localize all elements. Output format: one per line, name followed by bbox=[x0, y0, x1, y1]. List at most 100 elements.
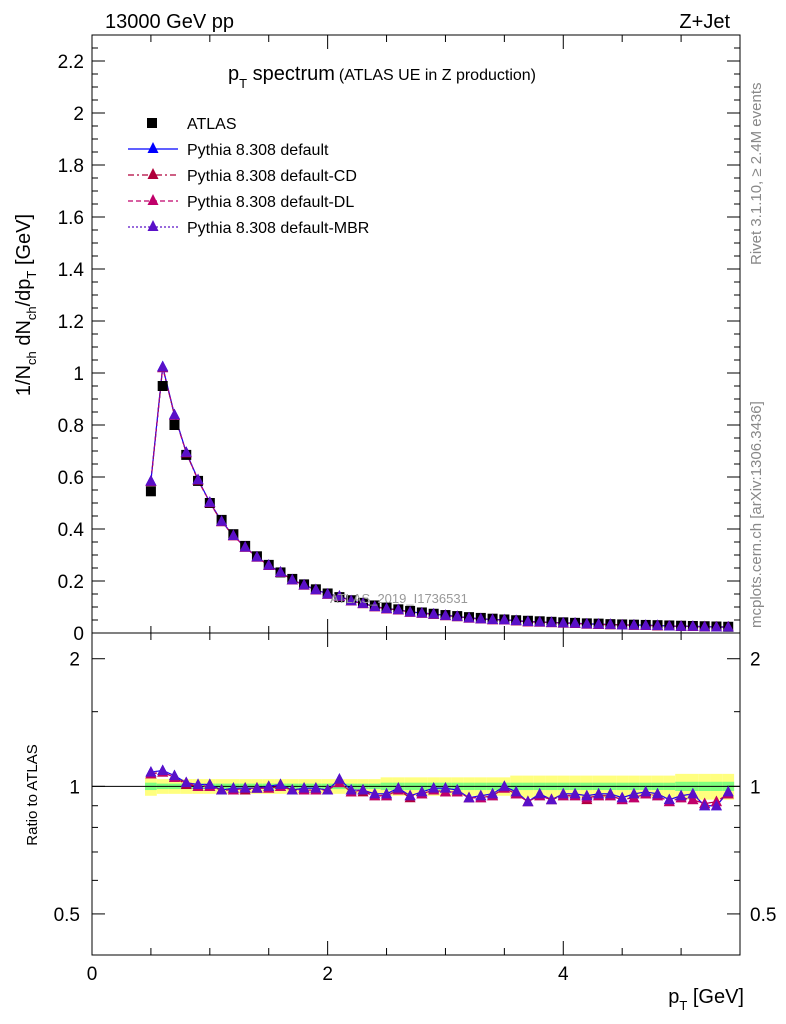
mc-point-mbr bbox=[498, 613, 510, 625]
main-ytick-label: 1.6 bbox=[58, 208, 84, 229]
ratio-ytick-label: 1 bbox=[69, 777, 80, 798]
ratio-point-mbr bbox=[687, 787, 699, 799]
mc-point-mbr bbox=[569, 617, 581, 628]
legend-label-atlas: ATLAS bbox=[187, 116, 237, 133]
main-ytick-label: 0.4 bbox=[58, 520, 85, 541]
ratio-point-mbr bbox=[251, 782, 263, 793]
ratio-point-mbr bbox=[404, 789, 416, 801]
ratio-point-mbr bbox=[640, 785, 652, 797]
mc-point-mbr bbox=[687, 620, 699, 631]
mc-point-mbr bbox=[510, 614, 522, 626]
legend: ATLAS Pythia 8.308 default Pythia 8.308 … bbox=[128, 116, 369, 237]
legend-entry-atlas: ATLAS bbox=[147, 116, 237, 133]
ratio-point-mbr bbox=[545, 793, 557, 805]
ratio-point-mbr bbox=[569, 787, 581, 799]
mc-point-mbr bbox=[487, 613, 499, 624]
mc-point-mbr bbox=[322, 588, 334, 599]
legend-entry-cd: Pythia 8.308 default-CD bbox=[128, 168, 357, 185]
mc-point-mbr bbox=[263, 559, 275, 570]
mc-point-mbr bbox=[157, 361, 169, 372]
ratio-ytick-label-right: 0.5 bbox=[750, 905, 776, 926]
legend-marker-default bbox=[147, 142, 159, 153]
ratio-point-mbr bbox=[487, 787, 499, 799]
ratio-point-mbr bbox=[357, 784, 369, 795]
ratio-point-mbr bbox=[534, 787, 546, 799]
ratio-point-mbr bbox=[333, 773, 345, 784]
xtick-label: 2 bbox=[322, 964, 333, 985]
mc-point-mbr bbox=[216, 515, 228, 526]
ratio-point-mbr bbox=[557, 787, 569, 799]
mc-point-mbr bbox=[168, 408, 180, 420]
legend-marker-dl bbox=[147, 194, 159, 205]
ratio-point-mbr bbox=[416, 785, 428, 797]
ratio-series bbox=[145, 764, 734, 811]
legend-entry-mbr: Pythia 8.308 default-MBR bbox=[128, 220, 369, 237]
mc-point-mbr bbox=[604, 618, 616, 629]
ratio-point-mbr bbox=[157, 764, 169, 775]
mc-point-mbr bbox=[710, 621, 722, 632]
mc-point-mbr bbox=[381, 602, 393, 614]
ratio-point-mbr bbox=[168, 769, 180, 781]
legend-label-cd: Pythia 8.308 default-CD bbox=[187, 168, 357, 185]
mc-point-mbr bbox=[722, 621, 734, 632]
rivet-label: Rivet 3.1.10, ≥ 2.4M events bbox=[748, 83, 765, 266]
legend-label-default: Pythia 8.308 default bbox=[187, 142, 329, 159]
mc-point-mbr bbox=[357, 597, 369, 608]
mc-point-mbr bbox=[369, 600, 381, 611]
ratio-point-mbr bbox=[275, 778, 287, 789]
atlas-point bbox=[169, 420, 180, 430]
ratio-point-dl bbox=[687, 793, 699, 805]
ratio-frame bbox=[91, 632, 741, 956]
ratio-point-mbr bbox=[216, 784, 228, 795]
mc-point-mbr bbox=[545, 616, 557, 627]
ratio-ytick-label-right: 1 bbox=[750, 777, 761, 798]
main-ytick-label: 1.8 bbox=[58, 156, 84, 177]
mc-point-mbr bbox=[392, 603, 404, 615]
ratio-point-mbr bbox=[369, 787, 381, 799]
legend-label-dl: Pythia 8.308 default-DL bbox=[187, 194, 354, 211]
mc-point-mbr bbox=[404, 605, 416, 617]
energy-label: 13000 GeV pp bbox=[105, 11, 234, 33]
main-series bbox=[145, 360, 734, 632]
main-ytick-label: 0.6 bbox=[58, 468, 84, 489]
ratio-point-mbr bbox=[510, 785, 522, 797]
mc-point-mbr bbox=[180, 446, 192, 457]
mc-point-mbr bbox=[451, 610, 463, 621]
ratio-point-mbr bbox=[722, 785, 734, 797]
main-ticks: 0 0.2 0.4 0.6 0.8 1 1.2 1.4 1.6 1.8 2 2.2 bbox=[58, 34, 741, 645]
main-ytick-label: 1.4 bbox=[58, 260, 85, 281]
mc-point-mbr bbox=[192, 473, 204, 485]
main-ytick-label: 0 bbox=[73, 624, 84, 645]
xtick-label: 4 bbox=[558, 964, 569, 985]
atlas-point bbox=[157, 381, 168, 391]
mcplots-label: mcplots.cern.ch [arXiv:1306.3436] bbox=[748, 401, 765, 628]
mc-point-mbr bbox=[204, 496, 216, 507]
main-ytick-label: 1 bbox=[73, 364, 84, 385]
mc-point-mbr bbox=[616, 618, 628, 630]
ratio-point-mbr bbox=[322, 784, 334, 795]
ratio-point-mbr bbox=[593, 787, 605, 799]
ratio-panel: 0.5 0.5 1 1 2 2 0 2 4 bbox=[54, 632, 776, 985]
mc-point-mbr bbox=[298, 578, 310, 590]
mc-point-mbr bbox=[286, 573, 298, 585]
mc-point-mbr bbox=[522, 615, 534, 627]
ratio-point-mbr bbox=[263, 780, 275, 791]
plot-title: pT spectrum (ATLAS UE in Z production) bbox=[228, 63, 536, 91]
mc-point-mbr bbox=[640, 619, 652, 630]
ratio-point-mbr bbox=[522, 795, 534, 807]
mc-point-mbr bbox=[475, 612, 487, 624]
ratio-point-mbr bbox=[451, 784, 463, 795]
legend-entry-dl: Pythia 8.308 default-DL bbox=[128, 194, 354, 211]
mc-line-cd bbox=[150, 367, 729, 628]
ratio-point-mbr bbox=[310, 782, 322, 793]
plot-title-paren: (ATLAS UE in Z production) bbox=[339, 67, 536, 84]
process-label: Z+Jet bbox=[679, 11, 730, 33]
mc-point-mbr bbox=[534, 615, 546, 627]
atlas-point bbox=[145, 486, 156, 497]
mc-point-mbr bbox=[275, 566, 287, 577]
mc-point-mbr bbox=[239, 540, 251, 552]
mc-point-mbr bbox=[251, 550, 263, 562]
ratio-point-mbr bbox=[710, 799, 722, 811]
ratio-point-mbr bbox=[581, 789, 593, 801]
